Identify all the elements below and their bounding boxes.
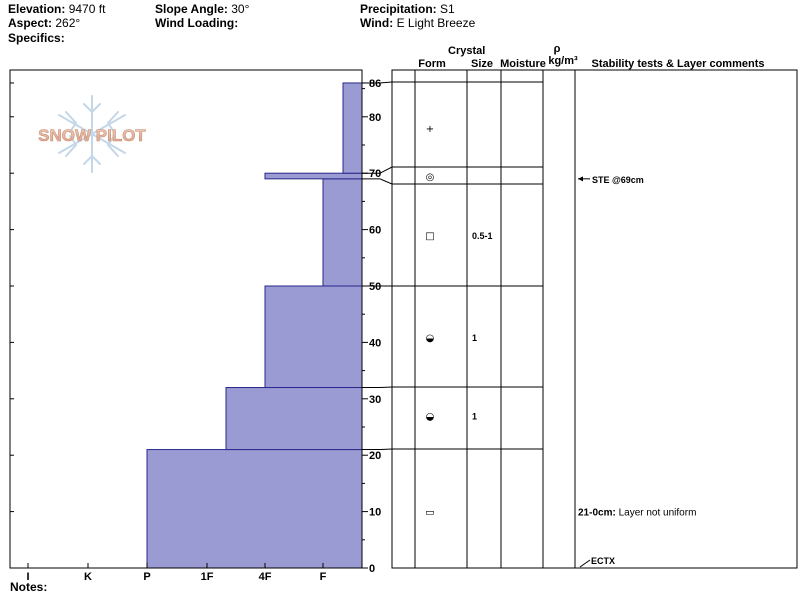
depth-tick-label-30: 30: [369, 394, 381, 406]
stability-header: Stability tests & Layer comments: [591, 58, 765, 70]
wind-field: Wind: E Light Breeze: [360, 16, 475, 30]
hardness-tick-label-K: K: [84, 571, 92, 583]
hardness-panel-frame: [9, 69, 363, 569]
wind-loading-field: Wind Loading:: [155, 16, 238, 30]
hardness-bar-1: [225, 387, 363, 451]
comment-label-2: ECTX: [591, 556, 615, 566]
stability-comments: STE @69cm 21-0cm: Layer not uniform ECTX: [578, 175, 696, 568]
crystal-forms: + ◎ □ 0.5-1 ◒ 1 ◒ 1 ▭: [425, 124, 492, 519]
depth-tick-label-40: 40: [369, 337, 381, 349]
hardness-bar-2: [264, 285, 363, 389]
comment-bold-1: 21-0cm:: [578, 508, 619, 519]
depth-tick-label-20: 20: [369, 450, 381, 462]
depth-tick-label-70: 70: [369, 168, 381, 180]
specifics-field: Specifics:: [8, 31, 65, 45]
aspect-label: Aspect:: [8, 16, 53, 30]
specifics-label: Specifics:: [8, 31, 65, 45]
hardness-tick-label-F: F: [320, 571, 327, 583]
depth-axis: 0 10 20 30 40 50 60 70 80 86: [10, 78, 381, 575]
crystal-size-2: 0.5-1: [472, 231, 493, 241]
comment-body-1: Layer not uniform: [619, 508, 697, 519]
crystal-form-5: ▭: [425, 508, 434, 519]
crystal-form-2: □: [425, 231, 434, 242]
hardness-tick-label-1F: 1F: [201, 571, 214, 583]
chart-frame: [9, 69, 798, 569]
slope-label: Slope Angle:: [155, 2, 228, 16]
wind-value: E Light Breeze: [396, 16, 476, 30]
boundary-line-21: [362, 448, 543, 451]
hardness-tick-label-P: P: [143, 571, 150, 583]
depth-tick-label-60: 60: [369, 225, 381, 237]
density-unit: kg/m³: [548, 55, 578, 67]
hardness-bar-4: [264, 172, 363, 180]
depth-tick-label-10: 10: [369, 507, 381, 519]
depth-tick-label-0: 0: [369, 563, 375, 575]
depth-tick-label-86: 86: [369, 78, 381, 90]
crystal-size-3: 1: [472, 333, 477, 343]
aspect-field: Aspect: 262°: [8, 16, 80, 30]
crystal-size-4: 1: [472, 412, 477, 422]
boundary-line-32: [362, 386, 543, 389]
crystal-form-1: ◎: [426, 172, 435, 183]
precipitation-field: Precipitation: S1: [360, 2, 455, 16]
hardness-bar-0: [146, 449, 363, 569]
crystal-form-0: +: [426, 124, 434, 135]
aspect-value: 262°: [55, 16, 81, 30]
hardness-axis: I K P 1F 4F F: [26, 563, 327, 583]
wind-loading-label: Wind Loading:: [155, 16, 239, 30]
crystal-form-3: ◒: [426, 333, 435, 344]
size-header: Size: [470, 58, 493, 70]
slope-field: Slope Angle: 30°: [155, 2, 249, 16]
hardness-bar-3: [322, 178, 363, 287]
precipitation-label: Precipitation:: [360, 2, 437, 16]
precipitation-value: S1: [440, 2, 455, 16]
moisture-header: Moisture: [500, 58, 546, 70]
boundary-line-86: [362, 81, 543, 84]
slope-value: 30°: [231, 2, 250, 16]
elevation-label: Elevation:: [8, 2, 66, 16]
logo-text: SNOW PILOT: [38, 126, 146, 145]
snowflake-icon: [58, 95, 126, 173]
form-header: Form: [418, 58, 446, 70]
wind-label: Wind:: [360, 16, 394, 30]
hardness-bars: [146, 82, 363, 569]
hardness-bar-5: [342, 82, 363, 174]
crystal-form-4: ◒: [426, 412, 435, 423]
hardness-tick-label-I: I: [26, 571, 29, 583]
crystal-header: Crystal: [448, 45, 486, 57]
depth-tick-label-50: 50: [369, 281, 381, 293]
snowpilot-logo: SNOW PILOT: [38, 95, 147, 173]
depth-tick-label-80: 80: [369, 112, 381, 124]
density-symbol: ρ: [553, 43, 561, 55]
comment-arrow-0: [578, 176, 583, 182]
elevation-value: 9470 ft: [68, 2, 106, 16]
elevation-field: Elevation: 9470 ft: [8, 2, 105, 16]
comment-text-1: 21-0cm: Layer not uniform: [578, 508, 696, 519]
notes-label: Notes:: [10, 580, 48, 594]
layer-boundaries: [362, 81, 543, 451]
comment-label-0: STE @69cm: [592, 175, 644, 185]
boundary-line-69: [362, 178, 543, 185]
hardness-tick-label-4F: 4F: [259, 571, 272, 583]
comment-pointer-2: [579, 559, 591, 568]
boundary-line-70: [362, 166, 543, 174]
layer-table-frame: [391, 69, 798, 569]
